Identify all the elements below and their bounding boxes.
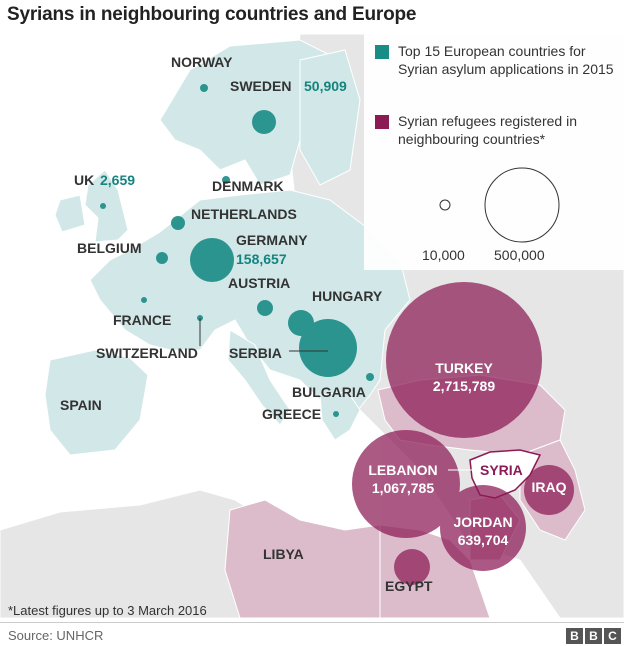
label-belgium: BELGIUM — [77, 240, 142, 256]
label-jordan: JORDAN 639,704 — [443, 513, 523, 549]
circle-egypt — [394, 549, 430, 585]
label-lebanon: LEBANON 1,067,785 — [358, 461, 448, 497]
land-ireland — [54, 194, 86, 233]
legend-europe-label: Top 15 European countries for Syrian asy… — [398, 43, 614, 77]
land-scandinavia — [159, 39, 331, 186]
label-bulgaria: BULGARIA — [292, 384, 366, 400]
label-serbia: SERBIA — [229, 345, 282, 361]
circle-norway — [200, 84, 208, 92]
label-spain: SPAIN — [60, 397, 102, 413]
value-turkey: 2,715,789 — [432, 378, 496, 394]
europe-circles — [100, 84, 374, 417]
bbc-logo-letter: B — [585, 628, 602, 644]
label-turkey: TURKEY 2,715,789 — [424, 359, 504, 395]
legend: Top 15 European countries for Syrian asy… — [364, 34, 624, 270]
footnote: *Latest figures up to 3 March 2016 — [8, 603, 207, 618]
label-austria: AUSTRIA — [228, 275, 291, 291]
land-greece — [319, 391, 361, 441]
circle-belgium — [156, 252, 168, 264]
legend-neighbour-label: Syrian refugees registered in neighbouri… — [398, 113, 577, 147]
legend-scale-small-label: 10,000 — [422, 247, 465, 263]
circle-bulgaria — [366, 373, 374, 381]
label-denmark: DENMARK — [212, 178, 284, 194]
label-syria: SYRIA — [480, 462, 523, 478]
legend-scale — [439, 167, 560, 243]
label-iraq: IRAQ — [531, 479, 567, 495]
circle-netherlands — [171, 216, 185, 230]
circle-uk — [100, 203, 106, 209]
label-hungary: HUNGARY — [312, 288, 383, 304]
land-italy — [227, 329, 291, 426]
label-libya: LIBYA — [263, 546, 304, 562]
land-iberia — [44, 349, 149, 456]
bbc-logo-letter: B — [566, 628, 583, 644]
label-netherlands: NETHERLANDS — [191, 206, 297, 222]
label-france: FRANCE — [113, 312, 172, 328]
circle-iraq — [524, 465, 574, 515]
label-germany: GERMANY — [236, 232, 308, 248]
circle-greece — [333, 411, 339, 417]
label-greece: GREECE — [262, 406, 322, 422]
legend-scale-large-circle — [484, 167, 560, 243]
page-title: Syrians in neighbouring countries and Eu… — [7, 4, 417, 25]
value-lebanon: 1,067,785 — [371, 480, 435, 496]
legend-scale-small-circle — [439, 199, 451, 211]
circle-lebanon — [352, 430, 460, 538]
value-sweden: 50,909 — [304, 78, 347, 94]
value-uk: 2,659 — [100, 172, 136, 188]
label-uk: UK — [74, 172, 95, 188]
label-turkey-name: TURKEY — [435, 360, 493, 376]
circle-denmark — [222, 176, 230, 184]
circle-sweden — [252, 110, 276, 134]
label-egypt: EGYPT — [385, 578, 433, 594]
label-sweden: SWEDEN — [230, 78, 292, 94]
value-germany: 158,657 — [236, 251, 287, 267]
label-norway: NORWAY — [171, 54, 233, 70]
circle-turkey — [386, 282, 542, 438]
label-jordan-name: JORDAN — [453, 514, 513, 530]
bbc-logo: B B C — [566, 628, 621, 644]
circle-france — [141, 297, 147, 303]
circle-germany — [190, 238, 234, 282]
legend-neighbour-swatch — [375, 115, 389, 129]
neighbour-circles — [352, 282, 574, 585]
land-finland — [299, 49, 361, 186]
source: Source: UNHCR — [8, 628, 104, 643]
land-uk — [84, 169, 129, 243]
legend-europe-swatch — [375, 45, 389, 59]
value-jordan: 639,704 — [457, 532, 509, 548]
circle-austria — [257, 300, 273, 316]
label-lebanon-name: LEBANON — [368, 462, 438, 478]
bbc-logo-letter: C — [604, 628, 621, 644]
label-switzerland: SWITZERLAND — [96, 345, 198, 361]
circle-serbia — [299, 319, 357, 377]
legend-scale-large-label: 500,000 — [494, 247, 545, 263]
footer-divider — [0, 622, 624, 623]
circle-jordan — [440, 485, 526, 571]
